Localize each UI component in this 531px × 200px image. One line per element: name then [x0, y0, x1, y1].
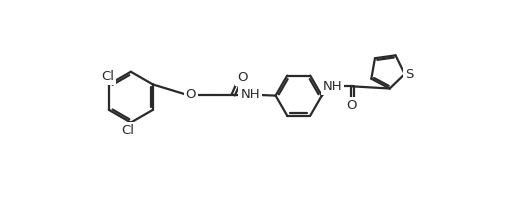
Text: NH: NH: [323, 80, 342, 93]
Text: NH: NH: [241, 88, 260, 101]
Text: Cl: Cl: [101, 70, 114, 83]
Text: O: O: [186, 88, 196, 101]
Text: S: S: [405, 68, 414, 81]
Text: O: O: [347, 99, 357, 112]
Text: Cl: Cl: [121, 124, 134, 137]
Text: O: O: [237, 71, 248, 84]
